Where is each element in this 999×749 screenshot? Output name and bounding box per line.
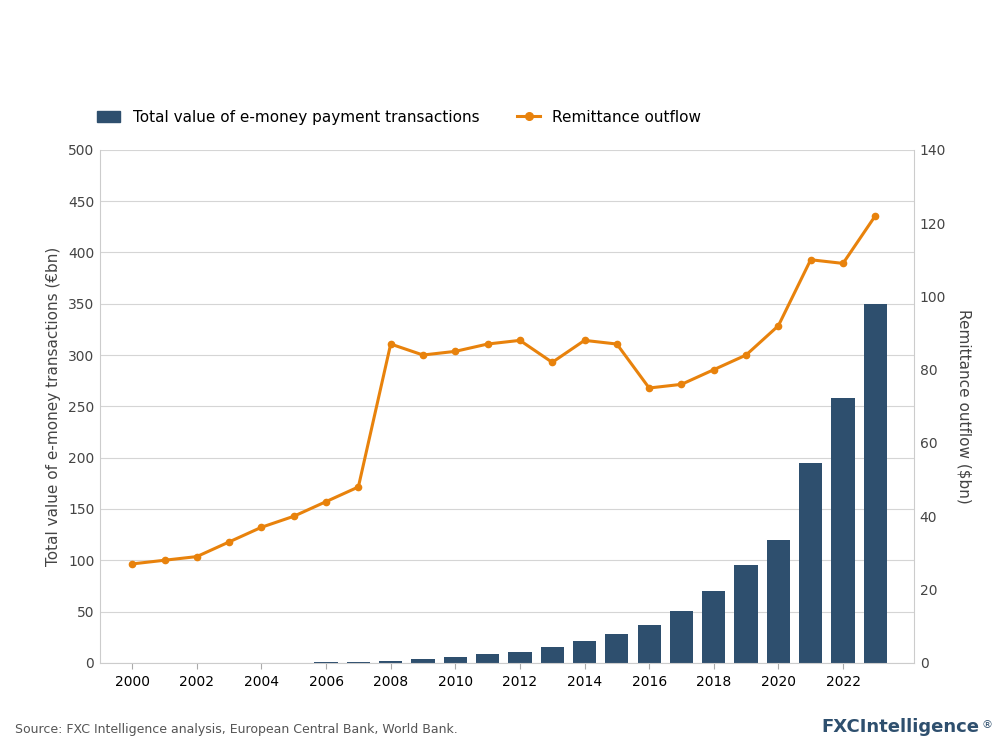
Y-axis label: Remittance outflow ($bn): Remittance outflow ($bn) — [956, 309, 971, 504]
Text: Source: FXC Intelligence analysis, European Central Bank, World Bank.: Source: FXC Intelligence analysis, Europ… — [15, 723, 458, 736]
Bar — [444, 657, 467, 663]
Bar — [508, 652, 531, 663]
Bar — [412, 659, 435, 663]
Text: Increasing cashless outflow from the Eurozone: Increasing cashless outflow from the Eur… — [18, 27, 788, 55]
Bar — [864, 304, 887, 663]
Bar — [347, 662, 370, 663]
Text: ®: ® — [981, 721, 992, 730]
Bar — [702, 591, 725, 663]
Text: Total value of e-money transactions, remittances sent from the Eurozone: Total value of e-money transactions, rem… — [18, 87, 676, 105]
Bar — [767, 540, 790, 663]
Bar — [637, 625, 660, 663]
Bar — [572, 641, 596, 663]
Y-axis label: Total value of e-money transactions (€bn): Total value of e-money transactions (€bn… — [46, 246, 61, 566]
Bar — [669, 610, 693, 663]
Bar — [605, 634, 628, 663]
Bar — [831, 398, 854, 663]
Bar — [734, 565, 757, 663]
Text: FXCIntelligence: FXCIntelligence — [821, 718, 979, 736]
Bar — [379, 661, 403, 663]
Bar — [799, 463, 822, 663]
Legend: Total value of e-money payment transactions, Remittance outflow: Total value of e-money payment transacti… — [91, 103, 707, 131]
Bar — [540, 647, 563, 663]
Bar — [476, 654, 500, 663]
